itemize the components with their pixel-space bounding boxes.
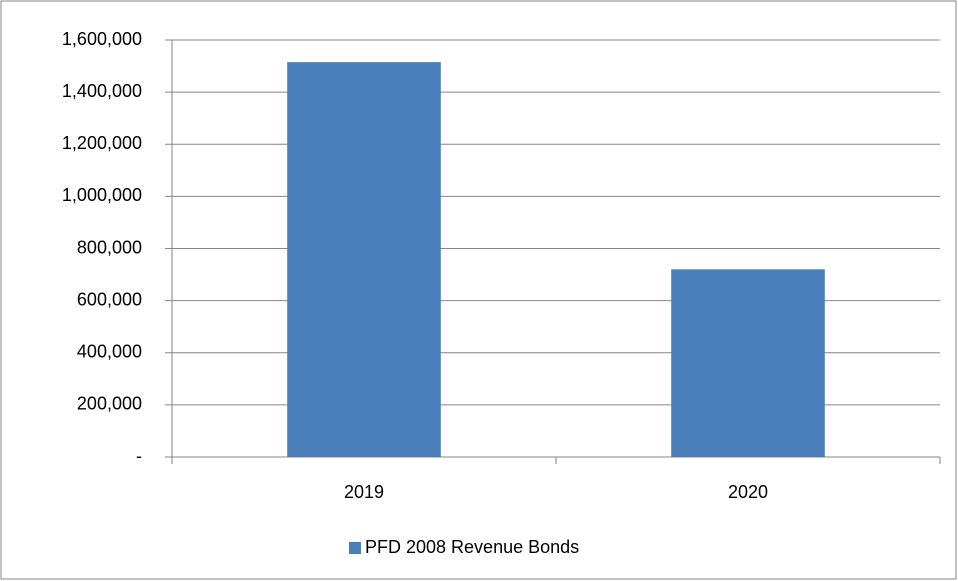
y-tick-label: - [136,446,142,466]
legend-swatch [349,542,361,554]
y-tick-label: 600,000 [77,289,142,309]
y-tick-label: 800,000 [77,237,142,257]
y-tick-label: 400,000 [77,342,142,362]
x-tick-label: 2020 [728,482,768,502]
y-tick-label: 1,600,000 [62,29,142,49]
y-tick-label: 1,200,000 [62,133,142,153]
x-tick-label: 2019 [344,482,384,502]
y-tick-label: 1,000,000 [62,185,142,205]
y-tick-label: 200,000 [77,394,142,414]
y-tick-label: 1,400,000 [62,81,142,101]
legend-label: PFD 2008 Revenue Bonds [365,537,579,557]
bar [671,269,825,457]
bar [287,62,441,457]
